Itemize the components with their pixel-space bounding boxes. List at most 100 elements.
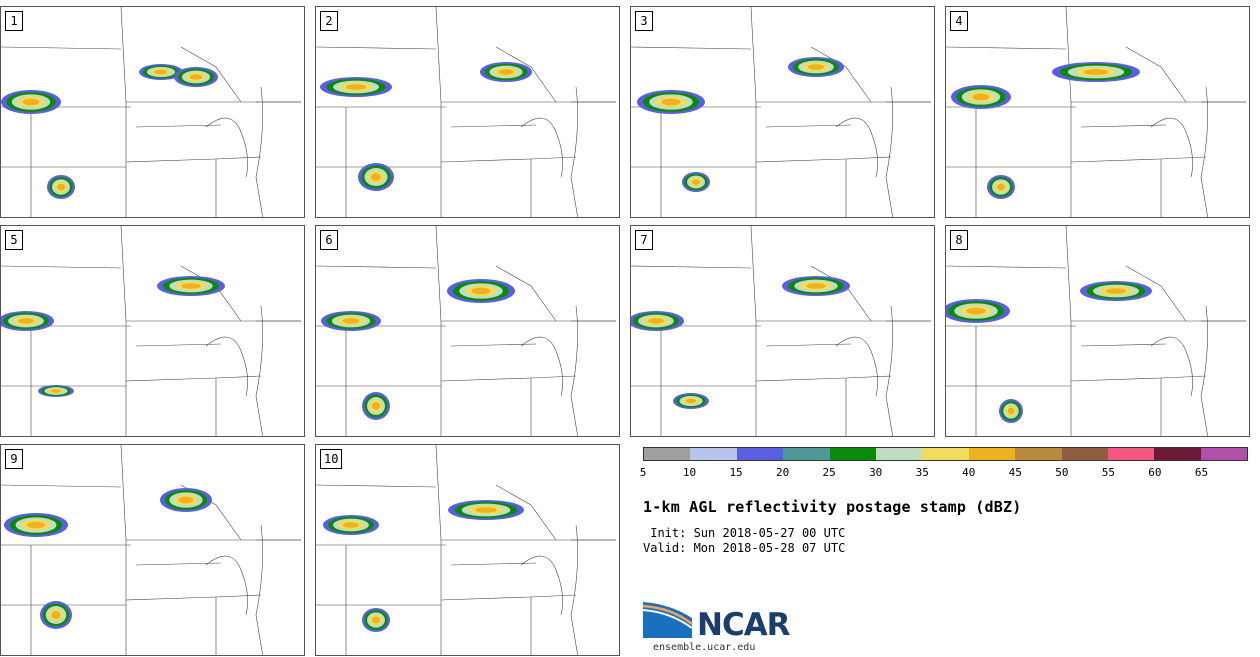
state-border [255, 524, 263, 655]
state-border [520, 336, 563, 397]
colorbar-tick-label: 65 [1194, 466, 1209, 479]
reflectivity-map [1, 445, 301, 655]
state-border [255, 86, 263, 217]
state-border [435, 445, 616, 541]
echo-region [181, 283, 201, 289]
state-border [205, 336, 248, 397]
state-border [1200, 305, 1208, 436]
ncar-logo-text: NCAR [697, 607, 791, 643]
stamp-panel-10: 10 [315, 444, 620, 656]
echo-region [808, 64, 824, 70]
stamp-panel-1: 1 [0, 6, 305, 218]
echo-region [178, 496, 194, 504]
colorbar-segment [736, 448, 784, 460]
state-border [885, 305, 893, 436]
stamp-panel-9: 9 [0, 444, 305, 656]
echo-region [57, 183, 65, 191]
state-border [631, 46, 752, 50]
state-border [765, 124, 852, 128]
state-border [765, 343, 852, 347]
state-border [1080, 343, 1167, 347]
state-border [1150, 336, 1193, 397]
colorbar-tick-label: 40 [962, 466, 976, 479]
panel-number: 1 [5, 11, 23, 31]
state-border [495, 265, 557, 322]
echo-region [372, 402, 380, 410]
state-border [435, 226, 616, 322]
state-border [120, 226, 301, 322]
colorbar-segment [829, 448, 876, 460]
state-border [435, 7, 616, 103]
state-border [885, 86, 893, 217]
reflectivity-map [631, 7, 931, 217]
colorbar-tick-label: 10 [682, 466, 697, 479]
state-border [1070, 375, 1207, 382]
echo-region [471, 287, 491, 295]
echo-region [1105, 288, 1127, 294]
echo-region [972, 93, 990, 101]
echo-region [189, 74, 203, 80]
reflectivity-map [946, 226, 1246, 436]
state-border [1070, 156, 1207, 163]
state-border [1065, 226, 1246, 322]
colorbar-tick-label: 30 [869, 466, 883, 479]
colorbar-tick-label: 35 [915, 466, 929, 479]
colorbar-tick-label: 55 [1101, 466, 1115, 479]
stamp-panel-8: 8 [945, 225, 1250, 437]
colorbar-segment [1107, 448, 1155, 460]
state-border [125, 375, 262, 382]
stamp-panel-3: 3 [630, 6, 935, 218]
colorbar-tick-label: 20 [775, 466, 790, 479]
state-border [450, 343, 537, 347]
state-border [135, 124, 222, 128]
state-border [520, 555, 563, 616]
reflectivity-map [316, 445, 616, 655]
reflectivity-map [631, 226, 931, 436]
colorbar-tick-label: 50 [1055, 466, 1069, 479]
echo-region [342, 318, 360, 324]
panel-number: 8 [950, 230, 968, 250]
state-border [631, 265, 752, 269]
state-border [1065, 7, 1246, 103]
state-border [946, 46, 1067, 50]
colorbar-tick-label: 5 [639, 466, 647, 479]
state-border [495, 46, 557, 103]
state-border [125, 156, 262, 163]
state-border [750, 7, 931, 103]
state-border [440, 375, 577, 382]
panel-number: 5 [5, 230, 23, 250]
reflectivity-colorbar [643, 447, 1248, 461]
reflectivity-map [946, 7, 1246, 217]
state-border [450, 124, 537, 128]
state-border [570, 305, 578, 436]
colorbar-tick-label: 60 [1148, 466, 1162, 479]
echo-region [692, 179, 700, 185]
echo-region [1007, 407, 1015, 415]
state-border [1150, 117, 1193, 178]
state-border [120, 7, 301, 103]
colorbar-segment [968, 448, 1016, 460]
panel-number: 9 [5, 449, 23, 469]
state-border [570, 86, 578, 217]
colorbar-segment [1061, 448, 1108, 460]
state-border [440, 594, 577, 601]
echo-region [154, 69, 168, 75]
state-border [316, 46, 437, 50]
echo-region [498, 69, 514, 75]
state-border [520, 117, 563, 178]
panel-number: 4 [950, 11, 968, 31]
valid-time: Valid: Mon 2018-05-28 07 UTC [643, 541, 846, 555]
stamp-panel-6: 6 [315, 225, 620, 437]
state-border [1, 265, 122, 269]
colorbar-segment [690, 448, 737, 460]
site-url: ensemble.ucar.edu [653, 642, 756, 653]
echo-region [1083, 69, 1109, 75]
colorbar-segment [644, 448, 691, 460]
echo-region [18, 318, 34, 324]
colorbar-segment [1200, 448, 1248, 460]
state-border [180, 46, 242, 103]
init-time: Init: Sun 2018-05-27 00 UTC [643, 526, 846, 540]
echo-region [806, 283, 826, 289]
echo-region [345, 84, 367, 90]
stamp-panel-5: 5 [0, 225, 305, 437]
